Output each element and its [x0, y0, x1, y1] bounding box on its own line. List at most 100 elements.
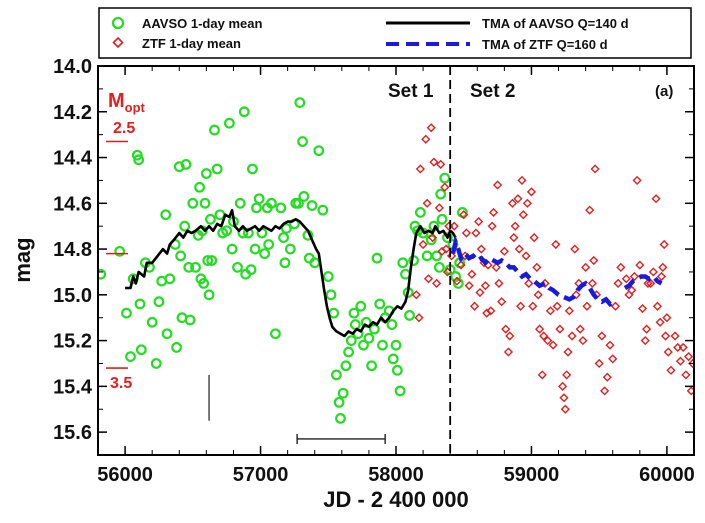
legend-marker-ztf [112, 36, 124, 49]
aavso-point [348, 307, 360, 319]
aavso-point [335, 412, 346, 424]
ztf-point [570, 244, 580, 254]
x-tick-label: 59000 [504, 464, 560, 486]
ztf-point [487, 221, 497, 231]
aavso-point [206, 255, 218, 266]
aavso-point [209, 124, 220, 136]
ztf-point [589, 255, 599, 266]
aavso-point [150, 358, 162, 369]
ztf-point [608, 354, 618, 364]
aavso-point [223, 117, 235, 129]
mopt-label: Mopt [108, 90, 146, 115]
ztf-point [491, 262, 501, 272]
aavso-point [249, 243, 261, 255]
aavso-point [313, 145, 325, 157]
aavso-point [284, 243, 296, 255]
aavso-point [431, 250, 443, 262]
ztf-point [480, 281, 490, 291]
ztf-point [440, 182, 450, 192]
x-tick-label: 57000 [233, 464, 289, 486]
ztf-point [510, 221, 520, 231]
aavso-point [404, 310, 415, 321]
aavso-point [435, 188, 447, 200]
y-tick-label: 14.0 [53, 56, 92, 78]
ztf-point [646, 278, 656, 288]
aavso-point [247, 163, 258, 175]
aavso-point [294, 97, 306, 109]
aavso-point [331, 369, 342, 381]
ztf-point [545, 306, 556, 316]
ztf-point [613, 278, 623, 288]
ztf-point [493, 180, 503, 190]
ztf-point [461, 228, 472, 238]
aavso-point [153, 296, 165, 308]
ztf-point [423, 274, 434, 284]
aavso-point [198, 277, 210, 289]
aavso-point [317, 204, 329, 216]
legend-marker-aavso [111, 16, 125, 30]
aavso-point [232, 261, 243, 273]
ztf-point [605, 340, 615, 350]
aavso-point [146, 316, 158, 328]
aavso-point [179, 220, 191, 232]
ztf-point [562, 370, 572, 380]
aavso-point [368, 323, 380, 335]
ztf-point [575, 324, 585, 334]
aavso-point [436, 213, 448, 225]
ztf-point [651, 194, 661, 204]
ztf-point [652, 301, 663, 311]
x-tick-label: 56000 [97, 464, 153, 486]
ztf-point [518, 210, 528, 220]
ztf-point [571, 290, 581, 300]
ztf-point [418, 239, 428, 250]
ztf-point [648, 267, 658, 277]
ztf-point [486, 306, 496, 316]
y-tick-label: 15.6 [53, 422, 92, 444]
aavso-point [298, 191, 310, 202]
aavso-point [164, 273, 176, 285]
ztf-point [552, 301, 562, 311]
y-tick-label: 14.8 [53, 239, 92, 261]
ztf-point [688, 358, 694, 369]
aavso-point [161, 328, 173, 340]
aavso-point [98, 268, 107, 280]
aavso-point [343, 346, 354, 358]
aavso-point [366, 360, 378, 372]
aavso-point [202, 255, 214, 266]
ztf-point [600, 386, 610, 396]
ztf-point [467, 269, 477, 279]
ztf-point [509, 233, 519, 243]
ztf-point [505, 331, 515, 341]
aavso-point [134, 298, 146, 310]
ztf-point [434, 203, 444, 213]
aavso-point [263, 239, 275, 250]
ztf-point [681, 370, 691, 380]
svg-text:Mopt: Mopt [108, 90, 146, 115]
aavso-point [183, 261, 195, 273]
ztf-point [469, 301, 480, 311]
ztf-point [621, 274, 631, 284]
legend-label-ztf: ZTF 1-day mean [142, 36, 241, 51]
aavso-point [211, 163, 223, 175]
aavso-point [237, 227, 249, 239]
aavso-point [333, 396, 345, 408]
ztf-point [627, 285, 637, 295]
ztf-point [585, 205, 595, 215]
aavso-point [279, 257, 291, 269]
panel-label: (a) [655, 83, 673, 100]
ztf-point [533, 290, 543, 300]
aavso-point [433, 261, 445, 273]
aavso-point [322, 271, 334, 282]
aavso-point [358, 339, 369, 351]
ztf-point [534, 324, 545, 334]
ztf-point [643, 278, 653, 288]
ztf-point [558, 381, 568, 391]
ztf-point [459, 210, 469, 220]
aavso-point [340, 360, 352, 372]
aavso-point [187, 197, 199, 209]
aavso-point [293, 197, 304, 209]
ztf-point [503, 347, 514, 357]
ztf-point [582, 301, 592, 311]
ztf-point [529, 233, 539, 243]
ztf-point [426, 123, 436, 133]
